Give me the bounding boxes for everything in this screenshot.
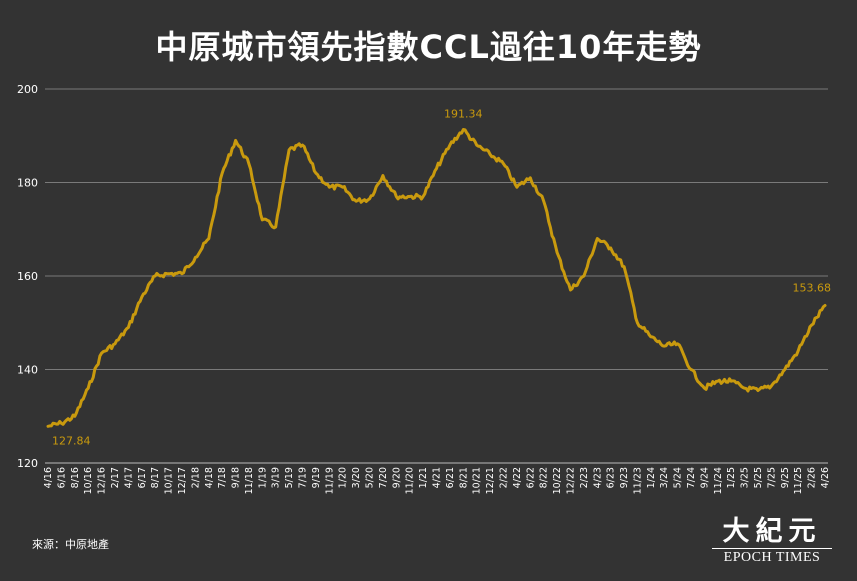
x-tick-label: 9/23: [619, 467, 630, 488]
source-note: 來源：中原地產: [32, 538, 109, 551]
x-tick-label: 5/20: [365, 467, 376, 488]
x-tick-label: 3/25: [740, 467, 751, 488]
y-axis: 120 140 160 180 200: [17, 83, 38, 470]
x-tick-label: 11/18: [244, 467, 255, 494]
x-tick-label: 9/24: [699, 467, 710, 488]
x-tick-label: 12/22: [565, 467, 576, 494]
chart-title: 中原城市領先指數CCL過往10年走勢: [155, 28, 702, 66]
data-label: 191.34: [444, 107, 483, 120]
x-tick-label: 10/17: [164, 467, 175, 494]
x-axis: 4/16 6/16 8/16 10/16 12/16 2/17 4/17 6/17 8/17 10…: [43, 467, 831, 494]
x-tick-label: 7/25: [766, 467, 777, 488]
x-tick-label: 11/20: [405, 467, 416, 494]
x-tick-label: 3/20: [351, 467, 362, 488]
y-tick-label: 160: [17, 270, 38, 283]
x-tick-label: 1/24: [646, 467, 657, 488]
x-tick-label: 2/18: [190, 467, 201, 488]
x-tick-label: 4/26: [820, 467, 831, 488]
data-label: 153.68: [793, 282, 832, 295]
x-tick-label: 4/18: [204, 467, 215, 488]
x-tick-label: 7/19: [298, 467, 309, 488]
x-tick-label: 2/23: [579, 467, 590, 488]
x-tick-label: 6/16: [56, 467, 67, 488]
x-tick-label: 12/21: [485, 467, 496, 494]
x-tick-label: 10/21: [472, 467, 483, 494]
x-tick-label: 4/21: [432, 467, 443, 488]
x-tick-label: 11/25: [793, 467, 804, 494]
x-tick-label: 4/17: [123, 467, 134, 488]
x-tick-label: 1/21: [418, 467, 429, 488]
data-label: 127.84: [52, 434, 91, 447]
x-tick-label: 6/21: [445, 467, 456, 488]
x-tick-label: 5/25: [753, 467, 764, 488]
x-tick-label: 5/24: [673, 467, 684, 488]
x-tick-label: 4/16: [43, 467, 54, 488]
x-tick-label: 1/25: [726, 467, 737, 488]
x-tick-label: 8/16: [70, 467, 81, 488]
logo-mark: 大紀元: [722, 516, 822, 547]
series: [46, 128, 827, 428]
x-tick-label: 12/16: [97, 467, 108, 494]
x-tick-label: 9/25: [780, 467, 791, 488]
epoch-times-logo: 大紀元 EPOCH TIMES: [712, 518, 832, 566]
y-tick-label: 180: [17, 177, 38, 190]
x-tick-label: 10/16: [83, 467, 94, 494]
x-tick-label: 6/23: [606, 467, 617, 488]
x-tick-label: 8/22: [539, 467, 550, 488]
logo-text: EPOCH TIMES: [712, 548, 832, 566]
x-tick-label: 3/24: [659, 467, 670, 488]
x-tick-label: 7/20: [378, 467, 389, 488]
x-tick-label: 9/20: [391, 467, 402, 488]
x-tick-label: 9/19: [311, 467, 322, 488]
x-tick-label: 1/19: [257, 467, 268, 488]
x-tick-label: 6/22: [525, 467, 536, 488]
x-tick-label: 11/24: [713, 467, 724, 494]
x-tick-label: 2/17: [110, 467, 121, 488]
x-tick-label: 7/24: [686, 467, 697, 488]
x-tick-label: 12/17: [177, 467, 188, 494]
grid-lines: [45, 88, 828, 464]
x-tick-label: 11/19: [324, 467, 335, 494]
ccl-index-line: [46, 128, 827, 428]
x-tick-label: 3/19: [271, 467, 282, 488]
y-tick-label: 120: [17, 457, 38, 470]
y-tick-label: 140: [17, 364, 38, 377]
annotations: 127.84 191.34 153.68: [52, 107, 831, 447]
x-tick-label: 4/23: [592, 467, 603, 488]
x-tick-label: 7/18: [217, 467, 228, 488]
x-tick-label: 6/17: [137, 467, 148, 488]
x-tick-label: 11/23: [632, 467, 643, 494]
x-tick-label: 4/22: [512, 467, 523, 488]
x-tick-label: 8/21: [458, 467, 469, 488]
x-tick-label: 2/26: [807, 467, 818, 488]
x-tick-label: 9/18: [231, 467, 242, 488]
x-tick-label: 10/22: [552, 467, 563, 494]
x-tick-label: 1/20: [338, 467, 349, 488]
x-tick-label: 5/19: [284, 467, 295, 488]
y-tick-label: 200: [17, 83, 38, 96]
x-tick-label: 2/22: [498, 467, 509, 488]
x-tick-label: 8/17: [150, 467, 161, 488]
